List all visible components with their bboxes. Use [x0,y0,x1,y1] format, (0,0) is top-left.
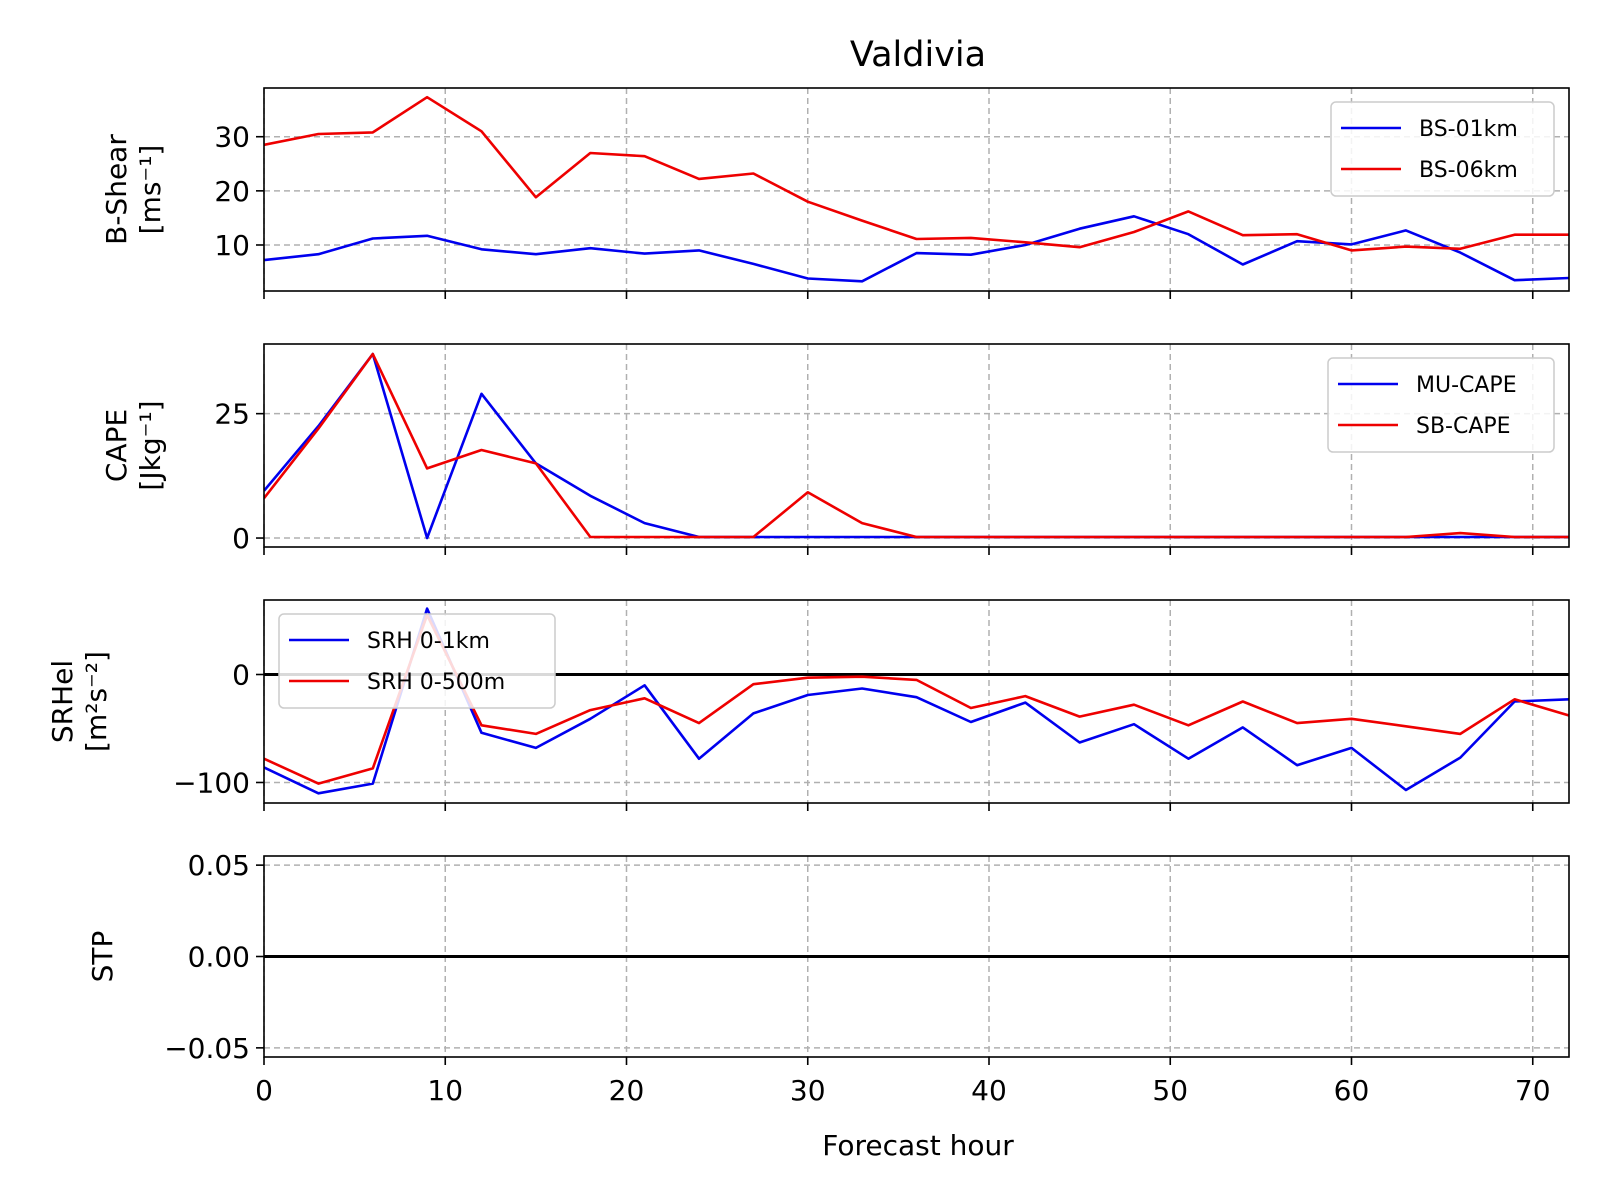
legend: SRH 0-1km SRH 0-500m [278,613,556,709]
subplot-panels: 10 20 30 B-Shear [ms⁻¹] BS-01km BS-06km 0 25 CAPE… [46,87,1570,1107]
legend: BS-01km BS-06km [1330,101,1555,197]
legend-label: MU-CAPE [1416,373,1517,398]
legend-box [1327,357,1555,453]
series-group [264,95,1569,283]
y-tick-label: 0 [232,659,250,692]
legend-label: SRH 0-1km [367,629,490,654]
legend-label: BS-01km [1419,117,1518,142]
y-tick-label: 30 [214,121,250,154]
legend-box [278,613,556,709]
legend-label: BS-06km [1419,158,1518,183]
x-tick-label: 50 [1152,1074,1188,1107]
x-tick-label: 40 [971,1074,1007,1107]
y-tick-label: 0 [232,522,250,555]
series-group [264,352,1569,540]
x-tick-label: 70 [1515,1074,1551,1107]
axes-frame [263,599,1570,804]
series-line-bs-01km [264,215,1569,283]
series-line-srh-0-500m [264,613,1569,785]
y-axis-unit-label: [Jkg⁻¹] [134,400,167,490]
y-axis-label: SRHel [46,660,79,743]
legend-label: SRH 0-500m [367,670,505,695]
x-tick-label: 20 [609,1074,645,1107]
series-group [264,607,1569,795]
y-tick-label: 10 [214,229,250,262]
x-axis-label: Forecast hour [822,1129,1014,1162]
y-tick-label: −100 [173,766,250,799]
series-line-sb-cape [264,352,1569,539]
x-tick-label: 10 [427,1074,463,1107]
y-axis-unit-label: [m²s⁻²] [80,651,113,752]
y-tick-label: 25 [214,398,250,431]
y-tick-label: 0.05 [188,849,250,882]
y-axis-label: CAPE [100,409,133,482]
series-line-bs-06km [264,95,1569,252]
y-axis-label: B-Shear [100,134,133,245]
y-tick-label: 20 [214,175,250,208]
y-tick-label: 0.00 [188,941,250,974]
legend-box [1330,101,1555,197]
subplot-4: 0 10 20 30 40 50 60 70 −0.05 0.00 0.05 STP [86,849,1570,1107]
subplot-3: −100 0 SRHel [m²s⁻²] SRH 0-1km SRH 0-500m [46,599,1570,811]
y-tick-label: −0.05 [164,1032,250,1065]
axes-frame [263,87,1570,292]
legend-label: SB-CAPE [1416,414,1511,439]
y-axis-label: STP [86,931,119,983]
x-tick-label: 60 [1334,1074,1370,1107]
axes-frame [263,343,1570,548]
subplot-1: 10 20 30 B-Shear [ms⁻¹] BS-01km BS-06km [100,87,1570,299]
series-line-srh-0-1km [264,607,1569,795]
x-tick-label: 30 [790,1074,826,1107]
chart-title: Valdivia [850,35,986,75]
legend: MU-CAPE SB-CAPE [1327,357,1555,453]
x-tick-label: 0 [255,1074,273,1107]
subplot-2: 0 25 CAPE [Jkg⁻¹] MU-CAPE SB-CAPE [100,343,1570,555]
y-axis-unit-label: [ms⁻¹] [134,145,167,235]
